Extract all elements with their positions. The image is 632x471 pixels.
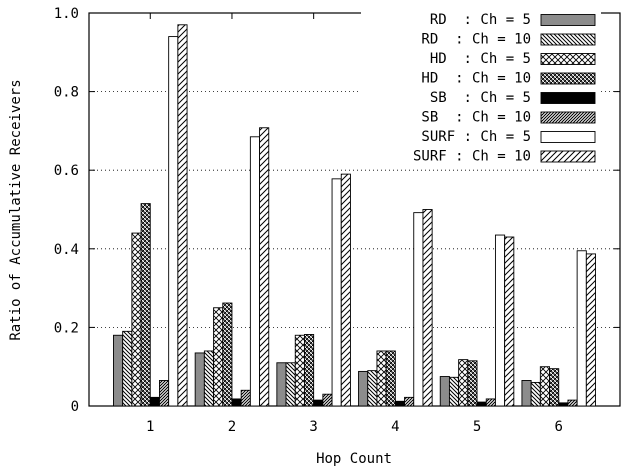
x-tick-label: 5 xyxy=(473,419,481,435)
bar xyxy=(448,376,460,407)
y-axis-label: Ratio of Accumulative Receivers xyxy=(8,79,24,340)
bar xyxy=(113,334,124,407)
bar xyxy=(340,173,351,407)
bar xyxy=(439,376,450,407)
legend-label: RD : Ch = 5 xyxy=(430,12,531,28)
y-tick-label: 1.0 xyxy=(54,6,79,22)
bar xyxy=(585,253,596,407)
y-tick-label: 0.4 xyxy=(54,242,79,258)
bar xyxy=(494,234,506,407)
legend-label: RD : Ch = 10 xyxy=(421,32,531,48)
bar xyxy=(285,362,296,407)
bar xyxy=(413,212,424,407)
legend-swatch xyxy=(540,72,596,85)
legend-swatch xyxy=(540,111,596,124)
bar xyxy=(539,366,550,407)
bar xyxy=(549,368,560,407)
bar xyxy=(231,398,242,407)
bar xyxy=(294,334,305,407)
bar xyxy=(149,396,160,407)
bar xyxy=(222,302,233,407)
x-axis-label: Hop Count xyxy=(316,451,392,467)
bar xyxy=(122,330,133,407)
legend-label: SURF : Ch = 5 xyxy=(421,129,531,145)
x-tick-label: 3 xyxy=(309,419,317,435)
bar xyxy=(576,250,587,407)
legend-label: SB : Ch = 10 xyxy=(421,110,531,126)
bar xyxy=(422,209,433,407)
bar xyxy=(458,359,469,407)
legend-label: SURF : Ch = 10 xyxy=(413,149,531,165)
y-tick-label: 0.8 xyxy=(54,85,79,101)
y-axis-ticks: 0 0.2 0.4 0.6 0.8 1.0 xyxy=(54,6,620,415)
bar xyxy=(213,307,224,407)
bar xyxy=(530,381,541,407)
bar-groups xyxy=(113,24,596,407)
y-tick-label: 0 xyxy=(71,399,79,415)
legend-swatch xyxy=(540,131,596,143)
y-tick-label: 0.2 xyxy=(54,320,79,336)
bar xyxy=(177,24,188,407)
bar xyxy=(313,399,324,407)
y-tick-label: 0.6 xyxy=(54,163,79,179)
legend-swatch xyxy=(540,14,596,26)
bar xyxy=(404,396,415,407)
bar xyxy=(367,370,378,407)
legend-swatch xyxy=(540,33,596,46)
legend-label: HD : Ch = 5 xyxy=(430,51,531,67)
x-tick-label: 4 xyxy=(391,419,399,435)
bar xyxy=(203,350,215,407)
legend-label: SB : Ch = 5 xyxy=(430,90,531,106)
bar xyxy=(485,398,496,407)
plot-area xyxy=(88,12,621,407)
bar xyxy=(567,399,578,407)
bar xyxy=(140,203,151,407)
legend: RD : Ch = 5 RD : Ch = 10 HD : Ch = 5 HD : C… xyxy=(361,11,601,165)
bar xyxy=(159,380,170,407)
bar xyxy=(331,178,342,407)
legend-swatch xyxy=(540,150,596,163)
bar xyxy=(467,360,478,407)
bar xyxy=(259,127,270,407)
bar xyxy=(249,136,261,407)
x-tick-label: 2 xyxy=(228,419,236,435)
legend-swatch xyxy=(540,53,596,65)
x-tick-label: 6 xyxy=(555,419,563,435)
x-tick-label: 1 xyxy=(146,419,154,435)
bar xyxy=(358,370,369,407)
bar xyxy=(276,362,287,407)
bar xyxy=(376,350,387,407)
bar xyxy=(385,350,396,407)
bar xyxy=(504,236,515,407)
legend-label: HD : Ch = 10 xyxy=(421,71,531,87)
bar xyxy=(322,393,333,407)
bar xyxy=(131,232,142,407)
bar xyxy=(558,402,569,407)
bar xyxy=(476,401,487,407)
bar xyxy=(168,36,179,407)
legend-swatch xyxy=(540,92,596,104)
bar xyxy=(240,389,251,407)
bar xyxy=(304,334,315,407)
bar xyxy=(521,380,532,407)
bar xyxy=(394,400,405,407)
bar xyxy=(194,352,205,407)
